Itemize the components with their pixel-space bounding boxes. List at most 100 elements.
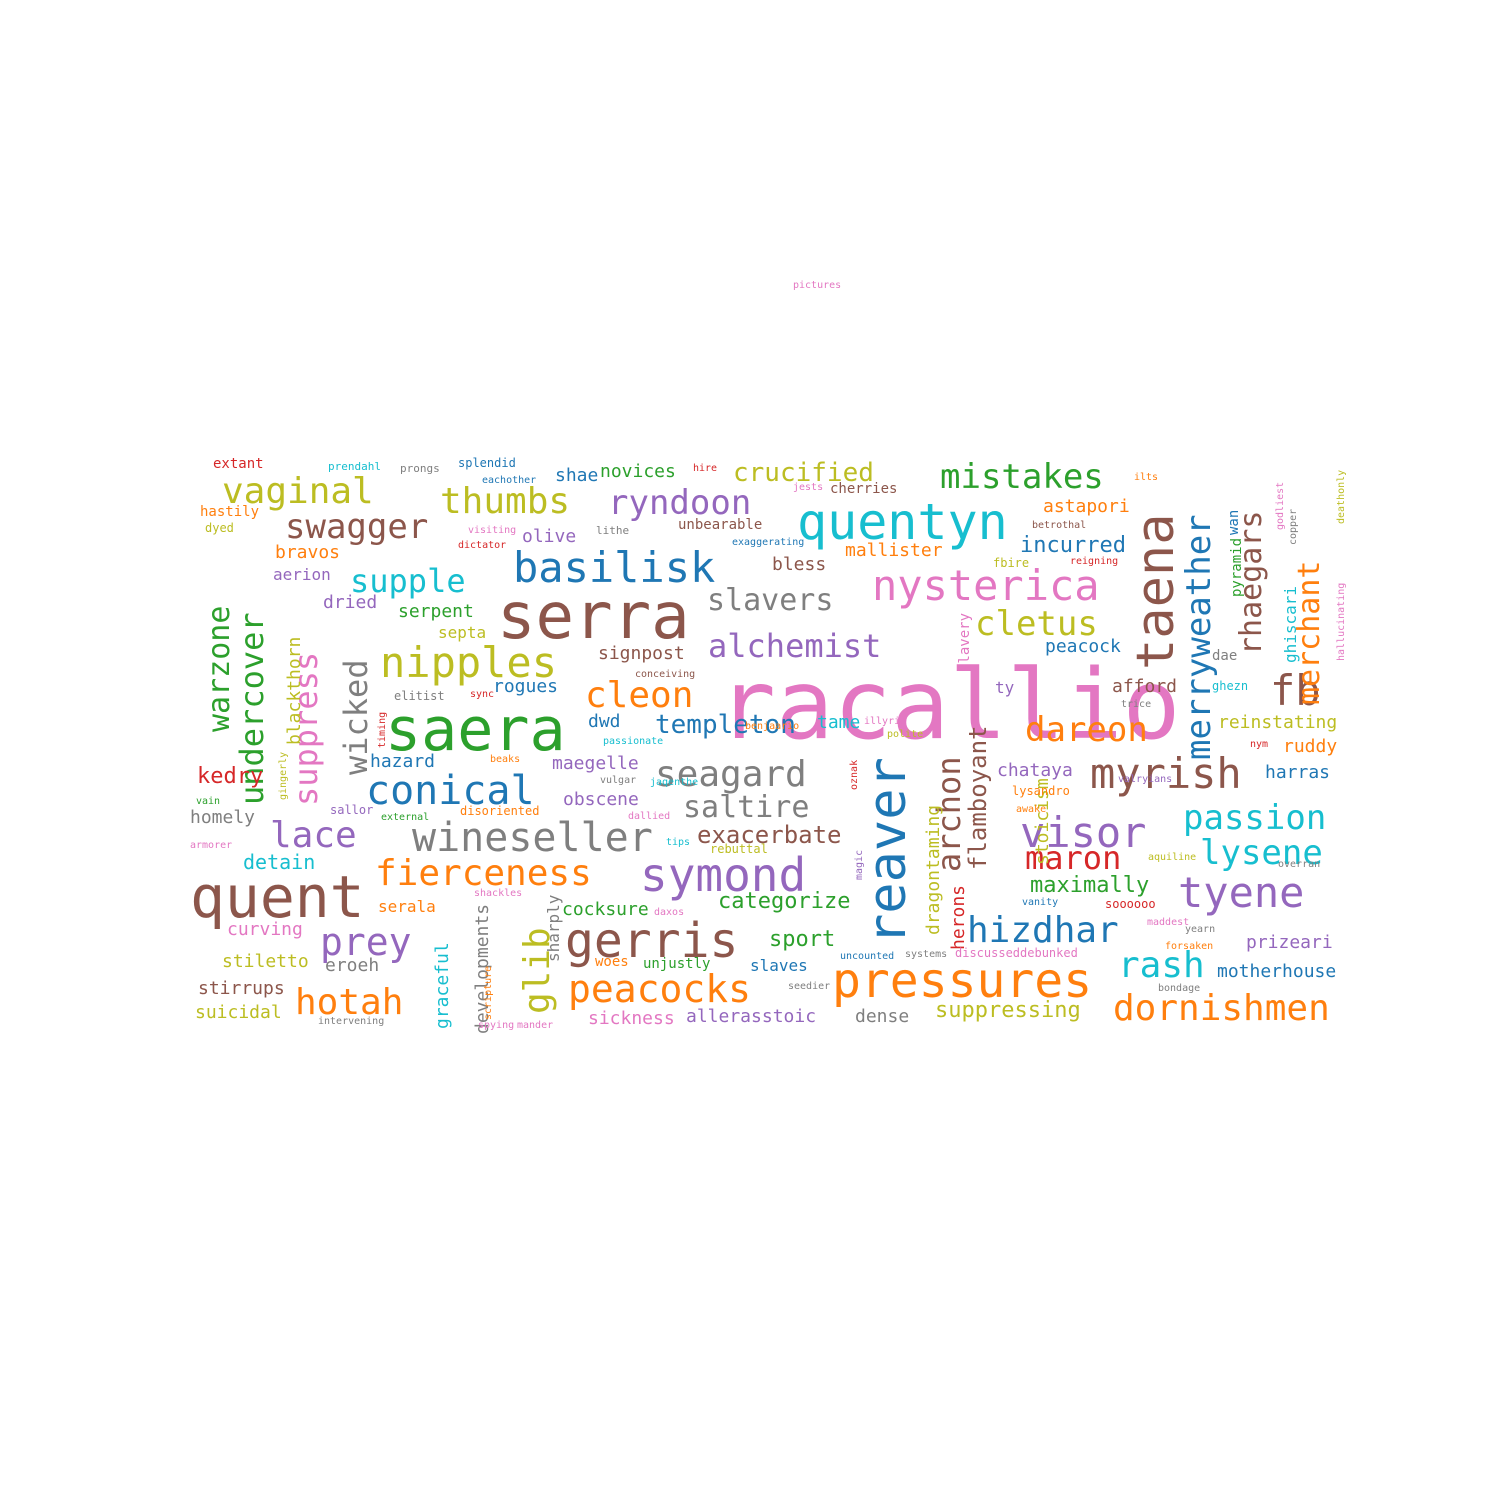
word-hotah: hotah: [295, 982, 404, 1023]
word-templeton: templeton: [655, 710, 796, 740]
word-scripture: scripture: [483, 965, 494, 1020]
word-gerris: gerris: [565, 913, 739, 969]
word-seagard: seagard: [655, 754, 807, 795]
word-bless: bless: [772, 554, 827, 575]
word-spying: spying: [478, 1020, 515, 1031]
word-uncounted: uncounted: [840, 951, 895, 962]
word-bondage: bondage: [1158, 983, 1201, 994]
word-astapori: astapori: [1043, 496, 1130, 517]
word-blackthorn: blackthorn: [284, 636, 305, 745]
word-motherhouse: motherhouse: [1217, 961, 1337, 982]
word-bravos: bravos: [275, 542, 341, 563]
word-afford: afford: [1112, 676, 1178, 697]
word-godliest: godliest: [1275, 481, 1286, 530]
word-copper: copper: [1288, 508, 1299, 545]
word-disoriented: disoriented: [460, 804, 540, 818]
word-illyrio: illyrio: [864, 716, 907, 727]
word-stirrups: stirrups: [198, 978, 285, 999]
word-ilts: ilts: [1134, 472, 1159, 483]
word-kedry: kedry: [197, 764, 264, 789]
word-racallio: racallio: [718, 649, 1181, 761]
word-categorize: categorize: [718, 889, 851, 914]
word-reinstating: reinstating: [1218, 712, 1338, 733]
word-sync: sync: [470, 689, 495, 700]
word-splendid: splendid: [458, 456, 516, 470]
word-ty: ty: [995, 678, 1015, 697]
word-unbearable: unbearable: [678, 517, 763, 533]
word-swagger: swagger: [285, 507, 429, 547]
word-harras: harras: [1265, 762, 1331, 783]
word-extant: extant: [213, 456, 264, 472]
word-serra: serra: [497, 580, 690, 654]
word-reigning: reigning: [1070, 556, 1119, 567]
word-ghezn: ghezn: [1212, 679, 1249, 693]
word-curving: curving: [227, 919, 303, 940]
word-dense: dense: [855, 1006, 910, 1027]
word-signpost: signpost: [598, 643, 685, 664]
word-dwd: dwd: [588, 711, 621, 732]
word-tips: tips: [666, 837, 691, 848]
word-dried: dried: [323, 592, 378, 613]
word-septa: septa: [438, 623, 487, 642]
word-fbire: fbire: [993, 556, 1030, 570]
word-ghiscari: ghiscari: [1281, 585, 1300, 663]
word-mistakes: mistakes: [940, 457, 1104, 497]
word-quentyn: quentyn: [797, 493, 1008, 551]
word-dyed: dyed: [205, 521, 234, 535]
word-cletus: cletus: [975, 604, 1098, 644]
word-polite: polite: [887, 729, 924, 740]
word-crucified: crucified: [733, 458, 874, 488]
word-sport: sport: [769, 927, 836, 952]
word-timing: timing: [377, 711, 388, 748]
word-gingerly: gingerly: [278, 751, 289, 800]
word-slaves: slaves: [750, 956, 808, 975]
word-aquiline: aquiline: [1148, 852, 1197, 863]
word-exaggerating: exaggerating: [732, 537, 805, 548]
word-pictures: pictures: [793, 280, 842, 291]
word-reaver: reaver: [858, 757, 918, 945]
word-suicidal: suicidal: [195, 1002, 282, 1023]
word-visor: visor: [1020, 808, 1147, 857]
word-conical: conical: [366, 768, 535, 814]
word-dae: dae: [1212, 648, 1238, 664]
word-dareon: dareon: [1025, 710, 1148, 750]
word-exacerbate: exacerbate: [697, 821, 842, 849]
word-prizeari: prizeari: [1246, 932, 1333, 953]
word-mallister: mallister: [845, 540, 943, 561]
word-aerion: aerion: [273, 565, 331, 584]
word-wicked: wicked: [337, 659, 375, 775]
word-chataya: chataya: [997, 760, 1073, 781]
word-seedier: seedier: [788, 981, 831, 992]
word-benjaario: benjaario: [745, 721, 800, 732]
word-fb: fb: [1270, 666, 1321, 715]
word-pressures: pressures: [832, 953, 1093, 1009]
word-olive: olive: [522, 526, 577, 547]
word-visiting: visiting: [468, 525, 517, 536]
word-nym: nym: [1250, 739, 1269, 750]
word-beaks: beaks: [490, 754, 521, 765]
word-forsaken: forsaken: [1165, 941, 1214, 952]
word-thumbs: thumbs: [440, 481, 571, 522]
word-trice: trice: [1121, 699, 1152, 710]
word-shackles: shackles: [474, 888, 523, 899]
word-myrish: myrish: [1090, 749, 1242, 798]
word-soooooo: soooooo: [1105, 897, 1156, 911]
word-slavery: slavery: [957, 612, 973, 672]
word-hastily: hastily: [200, 504, 260, 520]
word-rebuttal: rebuttal: [710, 842, 768, 856]
word-warzone: warzone: [202, 605, 237, 732]
word-saltire: saltire: [683, 790, 810, 825]
word-lysandro: lysandro: [1012, 784, 1070, 798]
word-herons: herons: [948, 884, 969, 950]
word-merryweather: merryweather: [1179, 514, 1219, 760]
word-peacock: peacock: [1045, 636, 1121, 657]
word-yearn: yearn: [1185, 924, 1216, 935]
word-daxos: daxos: [654, 907, 685, 918]
word-rogues: rogues: [493, 676, 559, 697]
word-jests: jests: [793, 482, 824, 493]
word-saera: saera: [385, 695, 566, 765]
word-maddest: maddest: [1147, 917, 1190, 928]
word-wan: wan: [1226, 509, 1242, 535]
word-lithe: lithe: [596, 524, 630, 537]
